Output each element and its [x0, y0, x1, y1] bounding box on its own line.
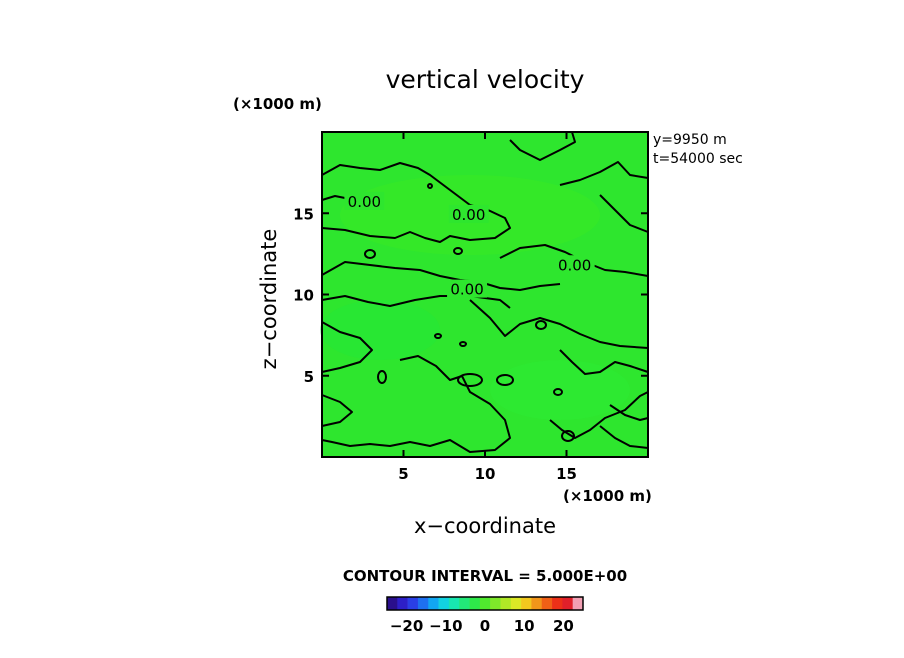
- colorbar-cell: [397, 597, 408, 610]
- contour-line: [321, 162, 511, 243]
- contour-loop: [496, 374, 514, 386]
- colorbar-cell: [531, 597, 543, 610]
- colorbar-cell: [510, 597, 522, 610]
- y-tick-label: 15: [293, 205, 314, 223]
- contour-loop: [377, 370, 387, 384]
- colorbar-cell: [521, 597, 532, 610]
- y-axis-label: z−coordinate: [257, 229, 281, 370]
- contour-label: 0.00: [450, 281, 483, 299]
- colorbar-tick-label: 0: [480, 617, 490, 635]
- contour-line: [321, 321, 373, 373]
- y-tick-label: 5: [304, 368, 314, 386]
- contour-label-bg: [344, 191, 385, 210]
- contour-loop: [561, 430, 575, 442]
- colorbar-tick-label: −10: [429, 617, 462, 635]
- y-tick-label: 10: [293, 287, 314, 305]
- contour-loop: [434, 333, 442, 339]
- contour-label-bg: [447, 279, 488, 298]
- colorbar-cell: [417, 597, 429, 610]
- contour-line: [509, 131, 576, 161]
- axes: 5 10 15 5 10 15: [293, 132, 648, 483]
- y-axis-unit: (×1000 m): [233, 95, 322, 113]
- contour-loop: [453, 247, 463, 255]
- contour-label: 0.00: [452, 206, 485, 224]
- contour-label: 0.00: [558, 256, 591, 274]
- contour-line: [599, 425, 649, 449]
- contour-line: [321, 261, 561, 291]
- colorbar-tick-label: 10: [514, 617, 535, 635]
- contour-line: [321, 394, 353, 427]
- contour-loop: [457, 373, 483, 387]
- x-tick-label: 5: [398, 465, 408, 483]
- colorbar-cell: [541, 597, 553, 610]
- contour-line: [469, 299, 649, 349]
- colorbar-cell: [490, 597, 501, 610]
- time-note: t=54000 sec: [653, 151, 743, 167]
- contour-label: 0.00: [348, 193, 381, 211]
- contour-loop: [535, 320, 547, 330]
- contour-label-bg: [554, 255, 595, 274]
- colorbar-tick-label: 20: [553, 617, 574, 635]
- colorbar-cell: [500, 597, 512, 610]
- x-axis-label: x−coordinate: [414, 514, 556, 538]
- y-position-note: y=9950 m: [653, 132, 727, 148]
- contour-loop: [459, 341, 467, 347]
- colorbar-cell: [438, 597, 450, 610]
- colorbar-tick-label: −20: [390, 617, 423, 635]
- colorbar-cell: [387, 597, 398, 610]
- contour-line: [559, 349, 649, 375]
- x-tick-label: 15: [556, 465, 577, 483]
- contour-loop: [427, 183, 433, 189]
- contour-line: [321, 295, 511, 309]
- colorbar-cell: [407, 597, 419, 610]
- colorbar-cell: [572, 597, 584, 610]
- colorbar-frame: [386, 596, 584, 611]
- contour-label-bg: [448, 204, 489, 223]
- x-tick-label: 10: [475, 465, 496, 483]
- contour-label-group: 0.00 0.00 0.00 0.00: [344, 191, 595, 299]
- colorbar: [386, 596, 584, 611]
- contour-interval-label: CONTOUR INTERVAL = 5.000E+00: [343, 567, 627, 585]
- contour-loop: [553, 388, 563, 396]
- colorbar-cell: [428, 597, 439, 610]
- colorbar-cell: [552, 597, 563, 610]
- contour-loop: [364, 249, 376, 259]
- colorbar-cell: [479, 597, 491, 610]
- contour-line: [599, 194, 649, 233]
- contour-line: [559, 161, 649, 186]
- contour-line: [321, 355, 511, 453]
- colorbar-cell: [459, 597, 470, 610]
- contour-line: [609, 404, 649, 421]
- chart-title: vertical velocity: [386, 65, 585, 94]
- x-axis-unit: (×1000 m): [563, 487, 652, 505]
- colorbar-cell: [469, 597, 481, 610]
- colorbar-cell: [448, 597, 460, 610]
- colorbar-cell: [562, 597, 573, 610]
- colorbar-tick-labels: −20 −10 0 10 20: [390, 617, 574, 635]
